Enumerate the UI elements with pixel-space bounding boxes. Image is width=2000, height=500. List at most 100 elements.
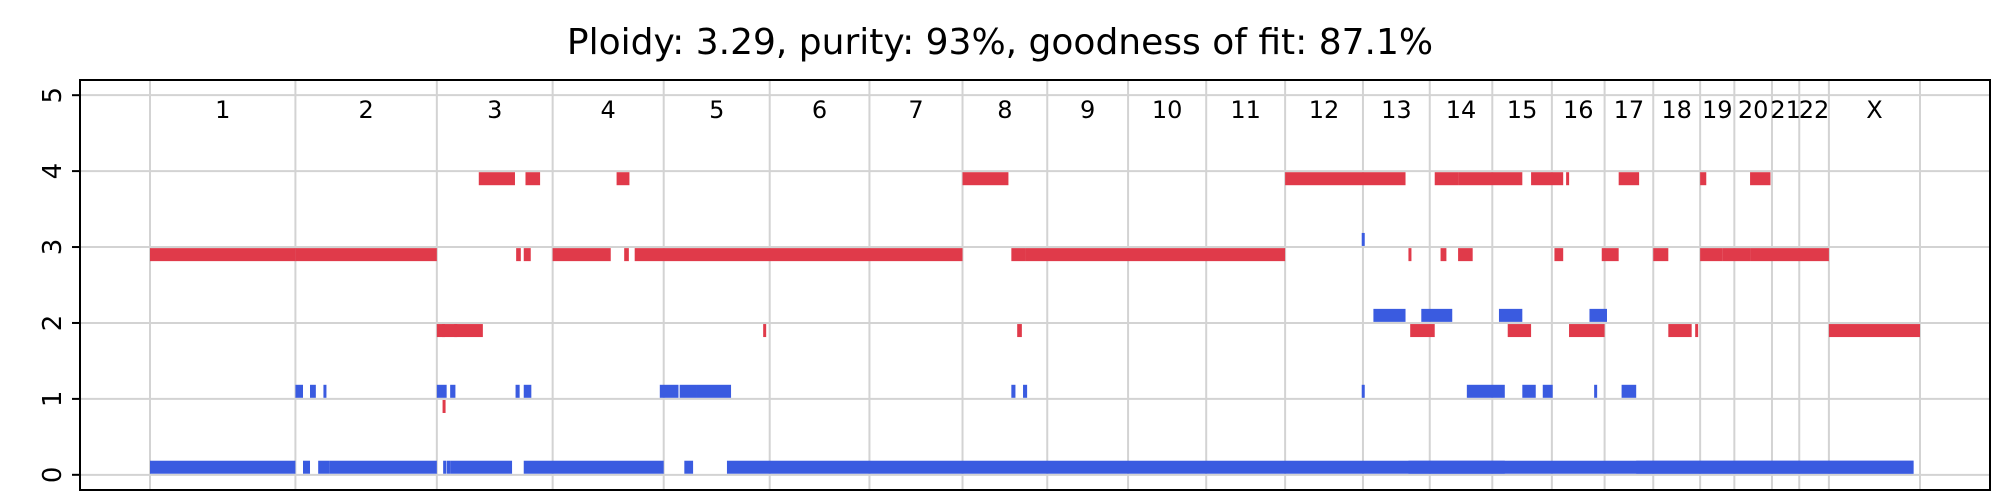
major-copy-segment [1618,172,1640,186]
major-copy-segment [1653,248,1669,262]
chromosome-label: 7 [908,96,923,124]
major-copy-segment [1554,248,1564,262]
minor-copy-segment [450,460,513,474]
minor-copy-segment [436,384,447,398]
minor-copy-segment [523,384,532,398]
major-copy-segment [441,324,445,338]
major-copy-segment [436,324,443,338]
chromosome-label: 18 [1661,96,1692,124]
minor-copy-segment [696,384,732,398]
minor-copy-segment [1636,460,1914,474]
major-copy-segment [295,248,437,262]
chromosome-label: 2 [358,96,373,124]
major-copy-segment [523,248,531,262]
minor-copy-segment [323,384,327,398]
plot-frame [79,79,1991,491]
minor-copy-segment [1373,308,1406,322]
chromosome-label: 8 [997,96,1012,124]
major-copy-segment [1700,172,1707,186]
major-copy-segment [1440,248,1447,262]
chromosome-label: 22 [1799,96,1830,124]
minor-copy-segment [1542,384,1553,398]
chromosome-label: 12 [1309,96,1340,124]
major-copy-segment [1828,324,1920,338]
y-tick-label: 0 [38,467,68,484]
major-copy-segment [454,324,458,338]
major-copy-segment [1408,248,1412,262]
major-copy-segment [1750,248,1829,262]
major-copy-segment [442,399,446,413]
minor-copy-segment [1408,460,1505,474]
y-axis-ticks: 0 1 2 3 4 5 [38,87,80,483]
y-tick-label: 1 [38,391,68,408]
chromosome-label: X [1866,96,1882,124]
minor-copy-segment [1361,232,1365,246]
major-copy-segment [1601,248,1619,262]
major-copy-segment [1458,248,1473,262]
major-copy-segment [1011,248,1026,262]
chromosome-label: 13 [1381,96,1412,124]
minor-copy-segment [726,460,1914,474]
minor-copy-segment [318,460,330,474]
minor-copy-segment [450,384,456,398]
major-copy-segment [1285,172,1406,186]
chromosome-label: 16 [1563,96,1594,124]
y-tick-label: 3 [38,239,68,256]
major-copy-segment [1569,324,1605,338]
y-tick-label: 4 [38,163,68,180]
chromosome-label: 15 [1507,96,1538,124]
major-copy-segment [1722,248,1751,262]
chromosome-label: 17 [1614,96,1645,124]
chromosome-label: 1 [215,96,230,124]
major-copy-segment [1668,324,1692,338]
major-copy-segment [442,324,483,338]
chromosome-label: 5 [709,96,724,124]
minor-copy-segment [1594,384,1598,398]
minor-copy-segment [1589,308,1607,322]
minor-copy-segment [329,460,437,474]
major-copy-segment [1507,324,1532,338]
major-copy-segment [763,324,767,338]
chromosome-label: 19 [1702,96,1733,124]
minor-copy-segment [310,384,316,398]
major-copy-segment [478,172,515,186]
chromosome-label: 9 [1080,96,1095,124]
major-copy-segment [624,248,629,262]
major-copy-segment [1017,324,1022,338]
major-copy-segment [1700,248,1723,262]
major-copy-segment [525,172,541,186]
minor-copy-segment [1466,384,1505,398]
minor-copy-segment [1361,384,1365,398]
minor-copy-segment [446,460,451,474]
major-copy-segment [150,248,296,262]
chart-title: Ploidy: 3.29, purity: 93%, goodness of f… [567,22,1433,63]
major-copy-segment [634,248,963,262]
minor-copy-segment [523,460,664,474]
minor-copy-segment [1621,384,1637,398]
major-copy-segment [1458,172,1523,186]
chromosome-label: 21 [1770,96,1801,124]
minor-copy-segment [1421,308,1453,322]
chromosome-label: 11 [1230,96,1261,124]
major-copy-segment [1410,324,1435,338]
chromosome-label: 4 [601,96,616,124]
minor-copy-segment [150,460,296,474]
minor-copy-segment [1023,384,1028,398]
segments [150,172,1920,474]
chromosome-label: 20 [1738,96,1769,124]
major-copy-segment [616,172,630,186]
chromosome-label: 6 [812,96,827,124]
minor-copy-segment [679,384,697,398]
minor-copy-segment [1498,308,1523,322]
major-copy-segment [1025,248,1286,262]
chromosome-label: 3 [487,96,502,124]
major-copy-segment [552,248,611,262]
minor-copy-segment [1522,384,1536,398]
grid [80,80,1990,490]
major-copy-segment [1566,172,1570,186]
minor-copy-segment [684,460,694,474]
minor-copy-segment [302,460,311,474]
minor-copy-segment [659,384,679,398]
major-copy-segment [516,248,521,262]
